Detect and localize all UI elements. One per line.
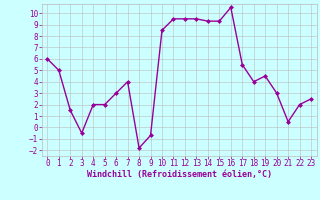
X-axis label: Windchill (Refroidissement éolien,°C): Windchill (Refroidissement éolien,°C)	[87, 170, 272, 179]
